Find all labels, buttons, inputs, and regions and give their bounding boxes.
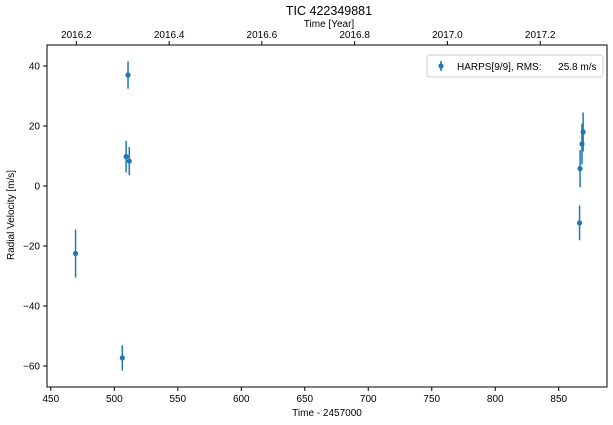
y-tick-label: −60 xyxy=(23,362,40,373)
y-tick-label: 40 xyxy=(29,62,41,73)
plot-frame xyxy=(46,44,608,388)
x-tick-label: 800 xyxy=(487,394,504,405)
legend-entry-label: HARPS[9/9], RMS: 25.8 m/s xyxy=(457,62,597,73)
top-tick-label: 2016.2 xyxy=(61,30,92,41)
data-point xyxy=(119,355,125,361)
x-tick-label: 700 xyxy=(360,394,377,405)
y-tick-label: 0 xyxy=(34,182,40,193)
data-point xyxy=(576,220,583,226)
top-tick-label: 2016.6 xyxy=(247,30,278,41)
chart-title: TIC 422349881 xyxy=(286,4,372,18)
data-point xyxy=(125,72,131,78)
y-axis-label: Radial Velocity [m/s] xyxy=(6,170,17,260)
data-point xyxy=(123,154,129,160)
x-tick-label: 600 xyxy=(233,394,250,405)
legend: HARPS[9/9], RMS: 25.8 m/s xyxy=(426,54,604,78)
top-tick-label: 2016.8 xyxy=(339,30,370,41)
data-point xyxy=(72,250,79,257)
top-tick-label: 2017.2 xyxy=(525,30,556,41)
top-tick-label: 2016.4 xyxy=(154,30,185,41)
top-axis-label: Time [Year] xyxy=(304,19,355,30)
x-tick-label: 500 xyxy=(106,394,123,405)
x-tick-label: 450 xyxy=(42,394,59,405)
y-tick-label: 20 xyxy=(29,122,41,133)
legend-marker-icon xyxy=(438,63,444,69)
legend-box xyxy=(426,54,604,78)
axes: 450 500 550 600 650 700 750 800 850 −60 −40 −20 0 20 4… xyxy=(23,30,567,405)
top-tick-label: 2017.0 xyxy=(432,30,463,41)
x-tick-label: 550 xyxy=(169,394,186,405)
data-point xyxy=(580,129,586,135)
x-tick-label: 850 xyxy=(550,394,567,405)
y-tick-label: −40 xyxy=(23,302,40,313)
y-tick-label: −20 xyxy=(23,242,40,253)
data-point xyxy=(126,158,132,164)
data-marks xyxy=(72,61,586,371)
x-tick-label: 750 xyxy=(423,394,440,405)
x-axis-label: Time - 2457000 xyxy=(292,408,362,419)
x-tick-label: 650 xyxy=(296,394,313,405)
data-point xyxy=(577,166,583,172)
